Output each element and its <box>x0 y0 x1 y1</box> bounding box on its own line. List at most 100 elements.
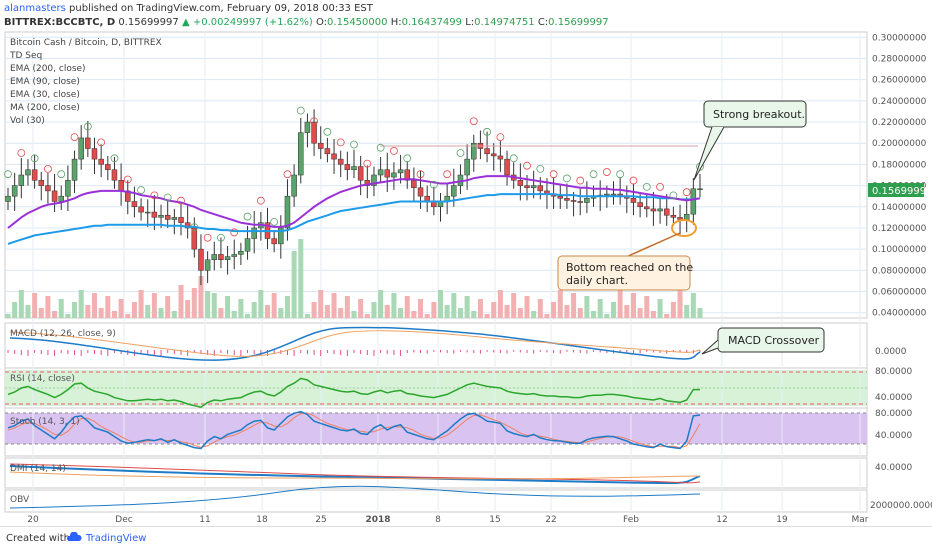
macd-axis-0: 0.0000 <box>875 347 907 357</box>
chart-canvas[interactable]: 0.30000000 0.28000000 0.26000000 0.24000000… <box>0 0 932 526</box>
bottom-callout[interactable]: Bottom reached on the daily chart. <box>557 219 697 291</box>
legend-ema90[interactable]: EMA (90, close) <box>10 77 80 87</box>
volume-bar <box>418 299 424 318</box>
tradingview-cloud-icon <box>66 532 82 541</box>
volume-bar <box>371 302 377 318</box>
volume-bar <box>151 293 157 318</box>
candle <box>11 185 18 197</box>
volume-bar <box>517 308 523 318</box>
time-tick-label: 25 <box>315 515 326 525</box>
td-seq-mark <box>230 228 239 237</box>
td-seq-marks <box>4 106 704 242</box>
created-with-text: Created with <box>6 533 70 544</box>
candle <box>670 215 677 218</box>
volume-bar <box>471 311 477 318</box>
ema30-line <box>7 175 701 229</box>
volume-bar <box>438 290 443 318</box>
tradingview-brand-link[interactable]: TradingView <box>86 533 147 544</box>
candle <box>663 208 670 216</box>
volume-bar <box>384 305 390 318</box>
candle <box>138 206 144 213</box>
candle <box>630 198 637 203</box>
td-seq-mark <box>536 164 545 173</box>
publish-line: alanmasters published on TradingView.com… <box>4 3 373 14</box>
volume-bar <box>265 305 270 318</box>
candle <box>504 158 510 176</box>
td-seq-mark <box>363 159 372 168</box>
volume-bar <box>304 314 310 318</box>
last-price: 0.15699997 <box>118 17 179 28</box>
candle <box>5 195 11 202</box>
volume-bar <box>25 305 31 318</box>
dmi-minus-line <box>9 463 701 484</box>
td-seq-mark <box>669 191 678 200</box>
volume-bar <box>218 308 224 318</box>
td-seq-mark <box>296 106 305 115</box>
volume-bar <box>245 314 251 318</box>
td-seq-mark <box>682 188 691 197</box>
td-seq-mark <box>429 180 438 189</box>
candle <box>557 195 564 199</box>
stoch-band <box>5 413 867 444</box>
rsi-line <box>7 377 700 409</box>
candle <box>570 200 577 202</box>
time-tick-label: 18 <box>256 515 268 525</box>
volume-bar <box>624 305 630 318</box>
time-tick-label: Feb <box>623 515 639 525</box>
dmi-pane-label: DMI (14, 14) <box>10 464 66 474</box>
volume-bar <box>690 293 696 318</box>
price-tick-label: 0.04000000 <box>872 309 927 319</box>
volume-bar <box>630 293 636 318</box>
volume-bar <box>424 314 430 318</box>
high-value: 0.16437499 <box>401 17 463 28</box>
price-tick-label: 0.22000000 <box>872 118 927 128</box>
legend-ma200[interactable]: MA (200, close) <box>10 103 80 113</box>
volume-bar <box>464 296 470 318</box>
volume-bar <box>398 308 404 318</box>
volume-bar <box>591 311 597 318</box>
candle <box>31 169 38 181</box>
td-seq-mark <box>163 193 172 202</box>
candle <box>384 169 391 178</box>
published-text: published on TradingView.com, February 0… <box>69 3 373 14</box>
rsi-axis-80: 80.0000 <box>875 367 912 377</box>
legend-ema30[interactable]: EMA (30, close) <box>10 90 80 100</box>
legend-ema200[interactable]: EMA (200, close) <box>10 64 86 74</box>
candle <box>211 254 218 260</box>
volume-bar <box>391 293 397 318</box>
td-seq-mark <box>150 191 159 200</box>
close-value: 0.15699997 <box>548 17 609 28</box>
volume-bar <box>358 299 364 318</box>
volume-bar <box>5 314 11 318</box>
time-tick-label: 22 <box>545 515 556 525</box>
candle <box>198 248 204 271</box>
publisher-link[interactable]: alanmasters <box>4 3 66 14</box>
rsi-pane-label: RSI (14, close) <box>10 374 75 384</box>
candle <box>85 137 91 149</box>
volume-bar <box>178 285 184 318</box>
volume-bar <box>451 293 457 318</box>
candle <box>344 164 351 170</box>
candle <box>25 169 31 176</box>
td-seq-mark <box>123 175 132 184</box>
macd-callout[interactable]: MACD Crossover <box>701 327 825 355</box>
breakout-callout[interactable]: Strong breakout. <box>693 100 807 181</box>
bottom-text-1: Bottom reached on the <box>566 261 693 274</box>
volume-bar <box>577 308 583 318</box>
volume-bar <box>78 290 84 318</box>
legend-vol[interactable]: Vol (30) <box>10 116 45 126</box>
candle <box>564 198 570 201</box>
candle <box>524 185 530 188</box>
td-seq-mark <box>350 140 358 149</box>
time-tick-label: 11 <box>199 515 210 525</box>
candle <box>105 164 111 170</box>
candle <box>71 158 78 181</box>
volume-bar <box>677 290 683 318</box>
time-axis: 20 Dec 11 18 25 2018 8 15 22 Feb 12 19 Mar <box>27 515 869 525</box>
price-pane <box>4 31 868 319</box>
volume-bar <box>597 299 603 318</box>
volume-bar <box>211 293 217 318</box>
legend-tdseq[interactable]: TD Seq <box>9 51 42 61</box>
candle <box>251 227 257 239</box>
time-tick-label: 15 <box>489 515 500 525</box>
